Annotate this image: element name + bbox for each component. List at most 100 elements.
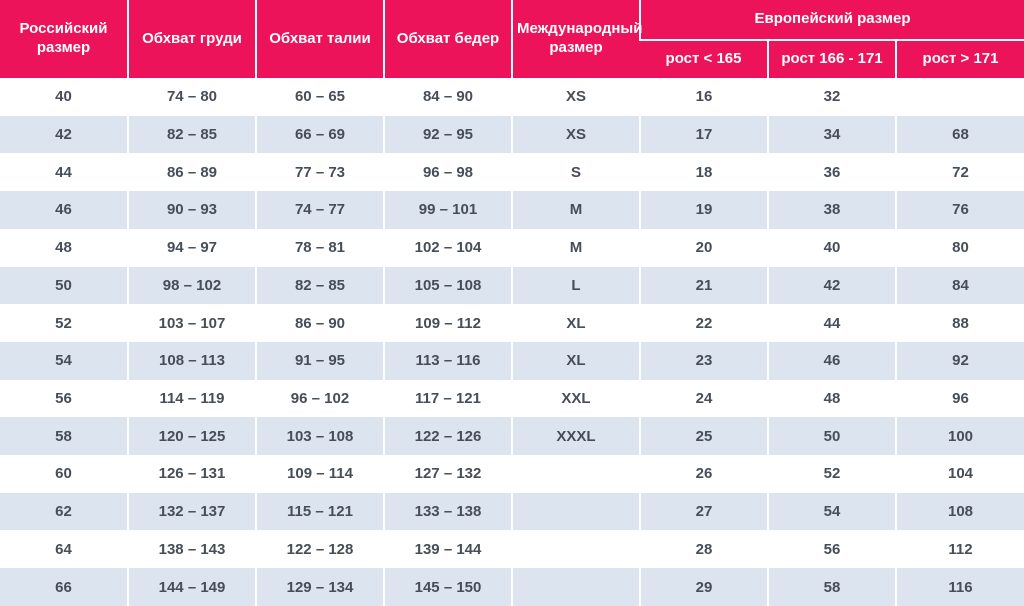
table-cell: 50: [55, 276, 72, 294]
table-cell: 72: [895, 153, 1024, 192]
table-cell: XL: [511, 304, 640, 342]
table-cell: 48: [767, 379, 896, 418]
table-row: 56 114 – 119 96 – 102 117 – 121 XXL 24 48 96: [0, 379, 1024, 418]
table-cell: 91 – 95: [255, 341, 384, 380]
table-cell: 76: [895, 191, 1024, 229]
table-cell: 92 – 95: [383, 115, 512, 154]
table-row: 54 108 – 113 91 – 95 113 – 116 XL 23 46 92: [0, 341, 1024, 380]
table-row: 44 86 – 89 77 – 73 96 – 98 S 18 36 72: [0, 153, 1024, 192]
table-cell: XS: [511, 115, 640, 154]
table-cell: M: [511, 228, 640, 267]
table-cell: 60: [55, 465, 72, 483]
table-cell: 58: [55, 427, 72, 445]
table-cell: XS: [511, 78, 640, 116]
table-cell: 100: [895, 417, 1024, 456]
table-cell: 112: [895, 530, 1024, 569]
table-cell: [511, 568, 640, 606]
table-cell: 122 – 128: [255, 530, 384, 569]
table-cell: 102 – 104: [383, 228, 512, 267]
table-cell: 23: [639, 341, 768, 380]
table-header: Российский размер Обхват груди Обхват та…: [0, 0, 1024, 78]
table-cell: 54: [55, 352, 72, 370]
table-cell: 82 – 85: [127, 115, 256, 154]
table-row: 62 132 – 137 115 – 121 133 – 138 27 54 108: [0, 492, 1024, 531]
col-header-european-size: Европейский размер: [639, 0, 1024, 41]
table-cell: 16: [639, 78, 768, 116]
table-cell: 84: [895, 266, 1024, 305]
table-cell: 127 – 132: [383, 455, 512, 493]
table-cell: 29: [639, 568, 768, 606]
table-cell: 28: [639, 530, 768, 569]
table-cell: XXL: [511, 379, 640, 418]
table-body: 40 74 – 80 60 – 65 84 – 90 XS 16 32 42 82 – 85 66…: [0, 78, 1024, 606]
col-header-chest: Обхват груди: [127, 0, 256, 78]
table-cell: 25: [639, 417, 768, 456]
table-cell: S: [511, 153, 640, 192]
table-cell: 52: [767, 455, 896, 493]
table-cell: 96: [895, 379, 1024, 418]
table-cell: 114 – 119: [127, 379, 256, 418]
col-header-height-166-171: рост 166 - 171: [767, 40, 896, 78]
table-cell: 17: [639, 115, 768, 154]
table-cell: 34: [767, 115, 896, 154]
table-cell: 84 – 90: [383, 78, 512, 116]
table-cell: 109 – 112: [383, 304, 512, 342]
table-cell: 144 – 149: [127, 568, 256, 606]
table-cell: 64: [55, 540, 72, 558]
table-cell: 36: [767, 153, 896, 192]
table-cell: 117 – 121: [383, 379, 512, 418]
table-cell: 24: [639, 379, 768, 418]
table-cell: 108 – 113: [127, 341, 256, 380]
table-cell: 133 – 138: [383, 492, 512, 531]
table-cell: 62: [55, 503, 72, 521]
table-cell: 74 – 77: [255, 191, 384, 229]
col-header-waist: Обхват талии: [255, 0, 384, 78]
table-cell: 40: [767, 228, 896, 267]
table-cell: 40: [55, 88, 72, 106]
table-cell: 42: [767, 266, 896, 305]
table-cell: 145 – 150: [383, 568, 512, 606]
table-cell: 139 – 144: [383, 530, 512, 569]
table-cell: 46: [767, 341, 896, 380]
table-cell: [511, 492, 640, 531]
table-cell: 138 – 143: [127, 530, 256, 569]
table-cell: [895, 78, 1024, 116]
table-row: 66 144 – 149 129 – 134 145 – 150 29 58 116: [0, 568, 1024, 606]
table-cell: 96 – 102: [255, 379, 384, 418]
table-cell: 56: [767, 530, 896, 569]
table-row: 50 98 – 102 82 – 85 105 – 108 L 21 42 84: [0, 266, 1024, 305]
table-cell: 42: [55, 126, 72, 144]
table-cell: 109 – 114: [255, 455, 384, 493]
table-cell: 77 – 73: [255, 153, 384, 192]
table-cell: [511, 455, 640, 493]
table-row: 46 90 – 93 74 – 77 99 – 101 M 19 38 76: [0, 191, 1024, 229]
col-header-height-under-165: рост < 165: [640, 40, 768, 78]
table-cell: 50: [767, 417, 896, 456]
table-cell: 26: [639, 455, 768, 493]
table-cell: 68: [895, 115, 1024, 154]
table-cell: 90 – 93: [127, 191, 256, 229]
table-cell: 54: [767, 492, 896, 531]
col-header-height-over-171: рост > 171: [895, 40, 1024, 78]
table-row: 60 126 – 131 109 – 114 127 – 132 26 52 104: [0, 455, 1024, 493]
table-cell: 66: [55, 578, 72, 596]
table-row: 48 94 – 97 78 – 81 102 – 104 M 20 40 80: [0, 228, 1024, 267]
table-cell: 108: [895, 492, 1024, 531]
table-cell: 44: [55, 163, 72, 181]
table-cell: 48: [55, 239, 72, 257]
table-cell: 105 – 108: [383, 266, 512, 305]
table-cell: 92: [895, 341, 1024, 380]
header-row-sub: рост < 165 рост 166 - 171 рост > 171: [0, 40, 1024, 78]
table-cell: 56: [55, 389, 72, 407]
table-cell: 52: [55, 314, 72, 332]
table-cell: 78 – 81: [255, 228, 384, 267]
col-header-international-size: Международный размер: [511, 0, 642, 78]
table-cell: 126 – 131: [127, 455, 256, 493]
table-cell: 38: [767, 191, 896, 229]
table-row: 42 82 – 85 66 – 69 92 – 95 XS 17 34 68: [0, 115, 1024, 154]
table-cell: 116: [895, 568, 1024, 606]
table-cell: 103 – 108: [255, 417, 384, 456]
table-cell: 94 – 97: [127, 228, 256, 267]
table-cell: 32: [767, 78, 896, 116]
